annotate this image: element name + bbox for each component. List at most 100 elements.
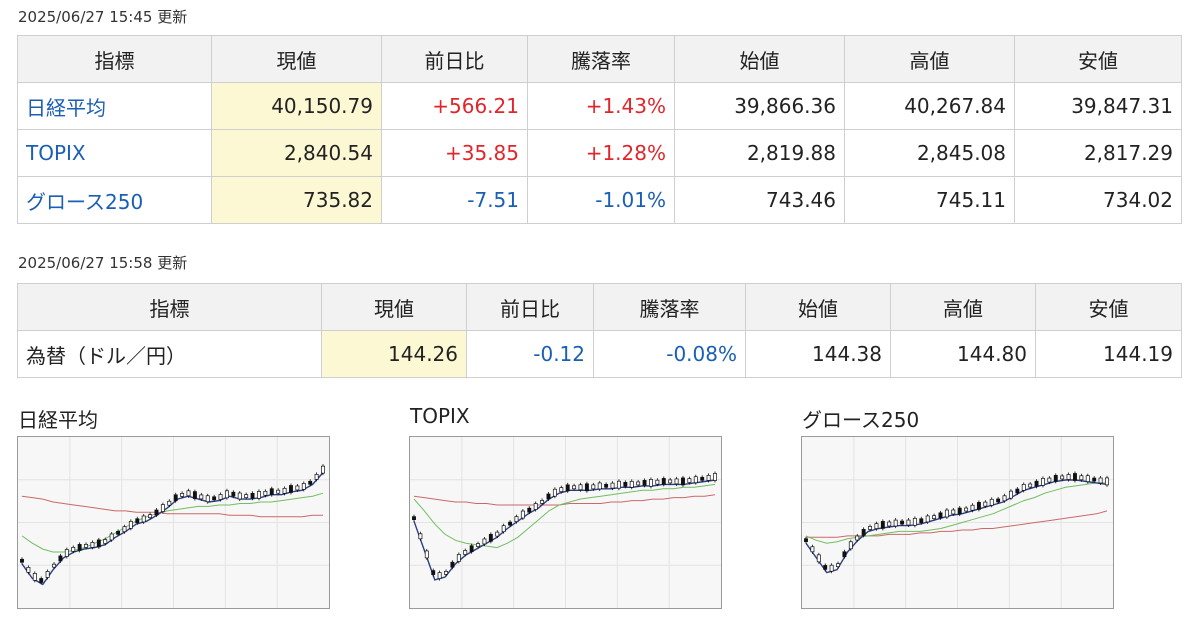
candle-body — [700, 476, 705, 481]
chart-canvas — [410, 437, 721, 608]
candle-body — [597, 482, 602, 490]
candle-body — [205, 495, 210, 503]
candle-body — [957, 507, 962, 515]
table-row: グロース250 735.82 -7.51 -1.01% 743.46 745.1… — [17, 176, 1182, 224]
series-line-short — [805, 479, 1108, 574]
header-change: 前日比 — [381, 35, 528, 83]
current-value: 2,840.54 — [211, 129, 382, 177]
high-value: 745.11 — [844, 176, 1015, 224]
candle-body — [616, 480, 621, 489]
candle-body — [636, 481, 641, 486]
candle-body — [623, 481, 628, 487]
candle-body — [257, 491, 261, 499]
header-open: 始値 — [674, 35, 845, 83]
candle-body — [604, 483, 609, 488]
candle-body — [231, 491, 236, 497]
candle-body — [1028, 483, 1033, 488]
candle-body — [584, 483, 589, 492]
candle-body — [1066, 474, 1071, 480]
change-value: +35.85 — [381, 129, 528, 177]
candle-body — [431, 570, 436, 575]
table-row: TOPIX 2,840.54 +35.85 +1.28% 2,819.88 2,… — [17, 129, 1182, 177]
candle-body — [559, 487, 564, 493]
candle-body — [199, 494, 204, 500]
candle-body — [565, 484, 570, 492]
header-low: 安値 — [1014, 35, 1182, 83]
candle-body — [109, 533, 114, 541]
candle-body — [649, 479, 653, 487]
change-pct-value: +1.43% — [527, 82, 675, 130]
candle-body — [289, 485, 293, 493]
candle-body — [250, 492, 255, 499]
candle-body — [173, 494, 178, 502]
candle-body — [424, 550, 429, 559]
chart-canvas — [802, 437, 1113, 608]
candle-body — [64, 549, 69, 557]
candle-body — [1098, 477, 1103, 484]
change-pct-value: -1.01% — [527, 176, 675, 224]
candle-body — [154, 509, 159, 516]
header-current: 現値 — [211, 35, 382, 83]
candle-body — [906, 519, 911, 526]
candle-body — [308, 480, 313, 485]
candle-body — [951, 509, 956, 515]
candle-body — [706, 475, 711, 481]
candle-body — [244, 494, 249, 498]
candle-body — [116, 530, 121, 535]
chart-title-topix: TOPIX — [410, 404, 470, 428]
candle-body — [26, 567, 31, 573]
candle-body — [578, 484, 583, 491]
open-value: 2,819.88 — [674, 129, 845, 177]
candle-body — [58, 555, 63, 562]
candle-body — [572, 485, 577, 490]
candle-body — [900, 520, 905, 525]
candle-body — [1092, 477, 1097, 482]
candle-body — [829, 564, 834, 572]
change-value: +566.21 — [381, 82, 528, 130]
candle-body — [868, 526, 872, 530]
candle-body — [450, 561, 455, 568]
candle-body — [874, 523, 879, 529]
candle-body — [1021, 484, 1026, 491]
header-change-pct: 騰落率 — [593, 283, 746, 331]
candle-body — [456, 554, 461, 562]
candle-body — [681, 477, 685, 486]
change-pct-value: -0.08% — [593, 330, 746, 378]
candle-body — [224, 490, 229, 499]
candle-body — [212, 496, 217, 501]
header-index: 指標 — [17, 35, 212, 83]
candle-body — [989, 498, 994, 506]
high-value: 2,845.08 — [844, 129, 1015, 177]
candle-body — [463, 550, 468, 555]
candle-body — [514, 516, 519, 522]
chart-topix[interactable] — [409, 436, 722, 609]
fx-table: 指標 現値 前日比 騰落率 始値 高値 安値 為替（ドル／円） 144.26 -… — [17, 283, 1182, 378]
series-line-long — [21, 495, 323, 518]
candle-body — [848, 541, 853, 550]
series-line-mid — [413, 483, 716, 549]
candle-body — [938, 512, 943, 519]
candle-body — [668, 479, 673, 484]
candle-body — [160, 504, 165, 512]
candle-body — [861, 529, 866, 536]
header-low: 安値 — [1035, 283, 1182, 331]
candle-body — [964, 507, 969, 512]
index-link-nikkei[interactable]: 日経平均 — [17, 82, 212, 130]
candle-body — [540, 500, 545, 504]
chart-nikkei[interactable] — [17, 436, 330, 609]
chart-title-nikkei: 日経平均 — [18, 408, 98, 432]
candle-body — [501, 525, 506, 533]
candle-body — [661, 478, 666, 485]
chart-growth250[interactable] — [801, 436, 1114, 609]
index-link-topix[interactable]: TOPIX — [17, 129, 212, 177]
candle-body — [533, 503, 538, 510]
candle-body — [1034, 480, 1039, 487]
index-link-growth250[interactable]: グロース250 — [17, 176, 212, 224]
candle-body — [418, 533, 423, 540]
candle-body — [976, 502, 981, 510]
candle-body — [218, 494, 223, 500]
candle-body — [476, 543, 480, 547]
candle-body — [520, 510, 525, 519]
candle-body — [135, 518, 140, 524]
series-line-long — [413, 494, 716, 506]
